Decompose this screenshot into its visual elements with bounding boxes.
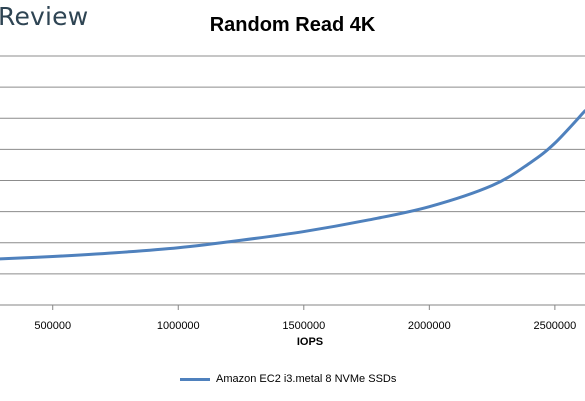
- legend-swatch: [180, 377, 210, 381]
- grid-lines: [0, 55, 585, 306]
- chart-title: Random Read 4K: [209, 14, 376, 36]
- x-tick-label: 1500000: [282, 320, 325, 332]
- x-tick-label: 2000000: [408, 320, 451, 332]
- brand-logo: Review: [0, 2, 89, 31]
- x-tick-label: 2500000: [533, 320, 576, 332]
- legend-label: Amazon EC2 i3.metal 8 NVMe SSDs: [216, 373, 397, 385]
- legend: Amazon EC2 i3.metal 8 NVMe SSDs: [180, 373, 396, 385]
- series-lines: [0, 109, 585, 261]
- x-axis: [52, 305, 556, 310]
- series-line-0: [0, 109, 585, 261]
- x-tick-label: 500000: [34, 320, 71, 332]
- x-axis-label: IOPS: [296, 336, 324, 348]
- x-tick-labels: 500000 1000000 1500000 2000000 2500000: [34, 320, 576, 332]
- x-tick-label: 1000000: [157, 320, 200, 332]
